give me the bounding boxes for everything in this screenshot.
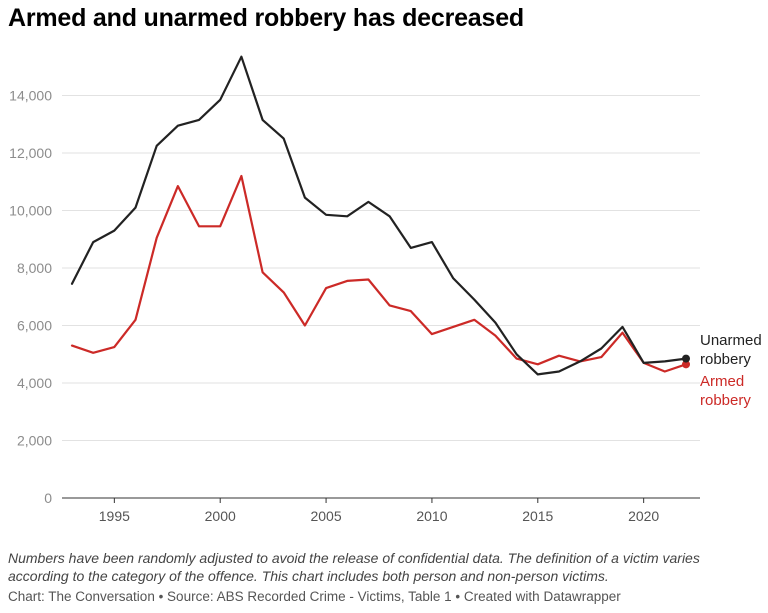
series-label-armed-robbery: robbery	[700, 392, 751, 409]
x-tick-label: 2000	[205, 508, 236, 524]
x-tick-label: 2005	[310, 508, 341, 524]
x-tick-label: 2015	[522, 508, 553, 524]
y-tick-label: 12,000	[9, 145, 52, 161]
chart-notes: Numbers have been randomly adjusted to a…	[8, 550, 700, 584]
x-axis-ticks: 1995 2000 2005 2010 2015 2020	[99, 498, 659, 524]
series-line-unarmed-robbery	[70, 55, 688, 376]
series-label-armed-robbery: Armed	[700, 373, 744, 390]
gridlines	[62, 95, 700, 441]
y-tick-label: 10,000	[9, 203, 52, 219]
series-lines	[70, 55, 690, 376]
line-chart: 02,0004,0006,0008,00010,00012,00014,000 …	[9, 55, 762, 524]
y-tick-label: 8,000	[17, 260, 52, 276]
y-tick-label: 0	[44, 490, 52, 506]
chart-title: Armed and unarmed robbery has decreased	[8, 4, 524, 32]
y-tick-label: 2,000	[17, 433, 52, 449]
y-tick-label: 4,000	[17, 375, 52, 391]
end-marker	[682, 360, 690, 369]
series-label-unarmed-robbery: Unarmed	[700, 332, 762, 349]
chart-footer: Chart: The Conversation • Source: ABS Re…	[8, 589, 621, 604]
y-axis-ticks: 0 2,000 4,000 6,000 8,000 10,000 12,000 14,000	[9, 88, 52, 507]
x-tick-label: 2010	[416, 508, 447, 524]
end-marker	[682, 354, 690, 363]
y-tick-label: 6,000	[17, 318, 52, 334]
series-labels: Unarmed robbery Armed robbery	[700, 332, 762, 409]
x-tick-label: 1995	[99, 508, 130, 524]
y-tick-label: 14,000	[9, 88, 52, 104]
series-label-unarmed-robbery: robbery	[700, 351, 751, 368]
series-line-armed-robbery	[70, 174, 688, 373]
x-tick-label: 2020	[628, 508, 659, 524]
